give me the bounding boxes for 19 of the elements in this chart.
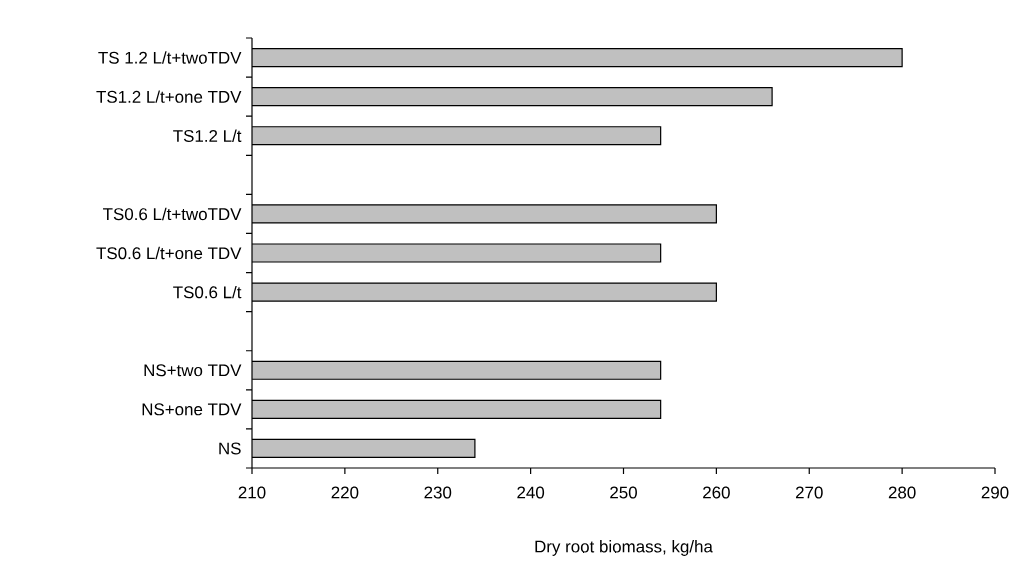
y-tick-label: TS 1.2 L/t+twoTDV: [98, 51, 242, 64]
y-tick-label: TS0.6 L/t: [173, 285, 242, 299]
x-tick-label: 280: [888, 486, 916, 499]
y-tick-label: NS: [219, 442, 241, 455]
x-tick-label: 230: [424, 486, 452, 499]
x-tick-label: 210: [238, 486, 266, 499]
x-axis-title: Dry root biomass, kg/ha: [535, 540, 713, 556]
x-tick-label: 250: [610, 486, 637, 499]
x-tick-label: 260: [703, 486, 730, 499]
y-tick-label: NS+two TDV: [144, 364, 242, 377]
y-tick-label: NS+one TDV: [142, 403, 242, 416]
x-tick-label: 270: [795, 486, 823, 499]
y-tick-label: TS1.2 L/t: [173, 129, 242, 142]
x-tick-label: 240: [517, 486, 545, 499]
x-tick-label: 290: [981, 486, 1009, 499]
y-tick-label: TS0.6 L/t+one TDV: [96, 246, 242, 260]
y-tick-label: TS1.2 L/t+one TDV: [96, 90, 242, 103]
x-tick-label: 220: [331, 486, 359, 499]
y-tick-label: TS0.6 L/t+twoTDV: [103, 207, 242, 221]
